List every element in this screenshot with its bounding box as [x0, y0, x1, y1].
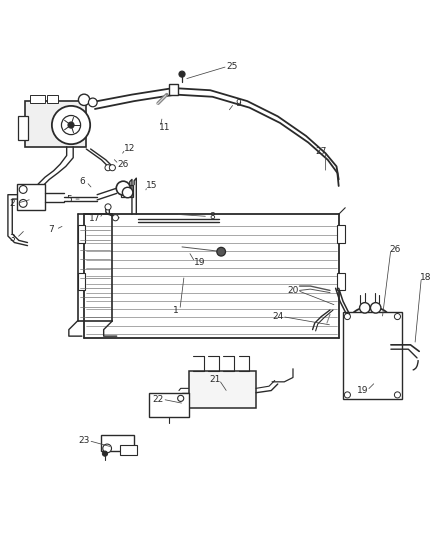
Circle shape	[103, 444, 112, 453]
Text: 18: 18	[420, 273, 431, 282]
Circle shape	[102, 451, 108, 456]
Circle shape	[78, 94, 90, 106]
Circle shape	[19, 199, 27, 207]
Text: 11: 11	[159, 123, 170, 132]
Text: 2: 2	[10, 199, 15, 208]
Text: 20: 20	[287, 286, 299, 295]
Circle shape	[110, 165, 116, 171]
Text: 26: 26	[117, 160, 129, 169]
Bar	[78, 225, 85, 243]
Circle shape	[394, 392, 400, 398]
Circle shape	[371, 303, 381, 313]
Circle shape	[105, 165, 111, 171]
Bar	[337, 273, 345, 290]
Text: 9: 9	[236, 99, 241, 108]
Text: 15: 15	[146, 181, 157, 190]
Circle shape	[113, 215, 118, 221]
Bar	[188, 371, 256, 408]
Circle shape	[217, 247, 226, 256]
Text: 23: 23	[78, 436, 90, 445]
Bar	[149, 393, 188, 417]
Bar	[47, 95, 58, 103]
Text: 24: 24	[272, 312, 283, 321]
Text: 5: 5	[66, 195, 72, 204]
Circle shape	[179, 71, 185, 77]
Circle shape	[68, 122, 74, 128]
Text: 3: 3	[9, 233, 15, 243]
Text: 7: 7	[49, 225, 54, 234]
Bar	[343, 312, 402, 399]
Bar	[121, 184, 133, 197]
Text: 8: 8	[210, 212, 215, 221]
Circle shape	[122, 187, 133, 198]
Circle shape	[360, 303, 370, 313]
Circle shape	[394, 313, 400, 320]
Text: 19: 19	[357, 386, 368, 395]
Text: 22: 22	[152, 395, 164, 403]
Circle shape	[52, 106, 90, 144]
Text: 27: 27	[316, 147, 327, 156]
Text: 12: 12	[124, 144, 135, 154]
Text: 21: 21	[209, 375, 220, 384]
Text: 26: 26	[389, 245, 401, 254]
Bar	[120, 445, 137, 455]
Circle shape	[61, 116, 81, 135]
Bar	[18, 116, 28, 140]
Circle shape	[19, 185, 27, 193]
Circle shape	[88, 98, 97, 107]
Bar	[102, 435, 134, 451]
Text: 6: 6	[79, 177, 85, 186]
Text: 19: 19	[194, 257, 205, 266]
Bar	[17, 184, 45, 210]
Circle shape	[105, 204, 111, 210]
Bar	[30, 94, 45, 103]
Bar	[337, 225, 345, 243]
Circle shape	[178, 395, 184, 401]
Circle shape	[344, 392, 350, 398]
Bar	[169, 84, 178, 94]
Text: 25: 25	[226, 62, 238, 71]
Circle shape	[116, 181, 130, 195]
Text: 1: 1	[173, 305, 178, 314]
Text: 17: 17	[89, 214, 101, 223]
Circle shape	[344, 313, 350, 320]
Bar	[25, 101, 86, 147]
Bar	[78, 273, 85, 290]
